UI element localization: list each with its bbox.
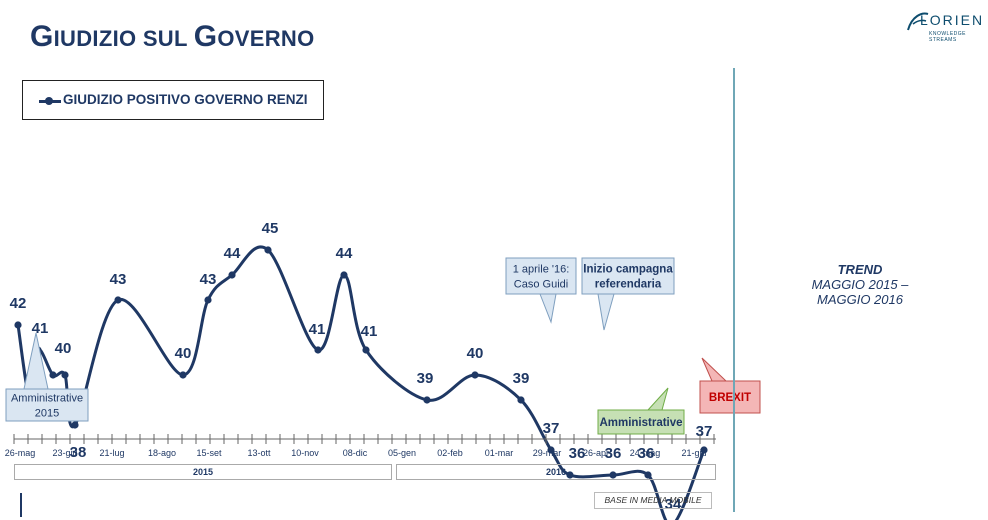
logo-text: LORIEN	[920, 12, 985, 28]
year-label-2016: 2016	[396, 464, 716, 480]
x-tick-label: 21-lug	[99, 448, 124, 458]
data-label: 44	[336, 245, 353, 262]
base-note: BASE IN MEDIA MOBILE	[594, 492, 712, 509]
legend-label: GIUDIZIO POSITIVO GOVERNO RENZI	[63, 92, 308, 107]
trend-note: TREND MAGGIO 2015 – MAGGIO 2016	[740, 262, 980, 307]
data-label: 41	[361, 323, 378, 340]
data-point	[204, 296, 212, 304]
data-label: 36	[638, 445, 655, 462]
data-label: 37	[696, 423, 713, 440]
annotation-campagna-referendaria-text: referendaria	[595, 279, 662, 291]
annotation-brexit	[699, 380, 761, 414]
x-tick-label: 01-mar	[485, 448, 514, 458]
data-point	[547, 446, 555, 454]
data-label: 39	[513, 370, 530, 387]
x-tick-label: 10-nov	[291, 448, 319, 458]
annotation-caso-guidi	[505, 257, 577, 295]
annotation-campagna-referendaria	[581, 257, 675, 295]
data-label: 40	[467, 345, 484, 362]
x-tick-label: 08-dic	[343, 448, 368, 458]
annotation-amministrative-2015-text: 2015	[35, 408, 59, 420]
x-tick-label: 02-feb	[437, 448, 463, 458]
data-label: 37	[543, 420, 560, 437]
data-label: 41	[309, 321, 326, 338]
page-title: GIUDIZIO SUL GOVERNO	[30, 20, 315, 53]
x-tick-label: 05-gen	[388, 448, 416, 458]
annotation-caso-guidi-text: 1 aprile '16:	[513, 264, 570, 276]
data-point	[114, 296, 122, 304]
annotation-campagna-referendaria-text: Inizio campagna	[583, 264, 673, 276]
data-label: 40	[175, 345, 192, 362]
logo-subtitle: KNOWLEDGE STREAMS	[929, 31, 967, 43]
lorien-logo-icon	[907, 12, 929, 31]
data-point	[700, 446, 708, 454]
data-point	[71, 421, 79, 429]
data-point	[264, 246, 272, 254]
chart-legend: GIUDIZIO POSITIVO GOVERNO RENZI	[22, 80, 324, 120]
annotation-brexit-pointer	[701, 357, 728, 382]
x-tick-label: 13-ott	[247, 448, 271, 458]
x-tick-label: 18-ago	[148, 448, 176, 458]
annotation-amministrative-2016	[597, 409, 685, 435]
trend-title: TREND	[837, 262, 883, 277]
data-point	[14, 321, 22, 329]
data-point	[423, 396, 431, 404]
data-label: 36	[569, 445, 586, 462]
annotation-caso-guidi-pointer	[539, 293, 557, 324]
data-point	[517, 396, 525, 404]
data-point	[179, 371, 187, 379]
data-label: 40	[55, 340, 72, 357]
x-tick-label: 26-mag	[5, 448, 36, 458]
data-label: 36	[605, 445, 622, 462]
footer-accent-bar	[20, 493, 22, 517]
data-label: 41	[32, 320, 49, 337]
data-point	[362, 346, 370, 354]
annotation-amministrative-2015-text: Amministrative	[11, 393, 83, 405]
trend-period-end: MAGGIO 2016	[817, 292, 903, 307]
data-point	[471, 371, 479, 379]
data-label: 43	[110, 271, 127, 288]
data-point	[49, 371, 57, 379]
annotation-amministrative-2016-pointer	[646, 387, 669, 411]
annotation-caso-guidi-text: Caso Guidi	[514, 279, 568, 291]
annotation-amministrative-2016-text: Amministrative	[599, 417, 682, 429]
x-tick-label: 23-giu	[52, 448, 77, 458]
x-tick-label: 29-mar	[533, 448, 562, 458]
x-tick-label: 26-apr	[583, 448, 609, 458]
annotation-amministrative-2015	[5, 388, 89, 422]
data-point	[61, 371, 69, 379]
data-point	[340, 271, 348, 279]
data-label: 45	[262, 220, 279, 237]
annotation-campagna-referendaria-pointer	[597, 293, 615, 331]
data-point	[566, 471, 574, 479]
data-label: 44	[224, 245, 241, 262]
data-label: 42	[10, 295, 27, 312]
legend-marker	[45, 97, 53, 105]
trend-period-start: MAGGIO 2015 –	[811, 277, 909, 292]
data-point	[314, 346, 322, 354]
annotation-brexit-text: BREXIT	[709, 392, 751, 404]
data-label: 43	[200, 271, 217, 288]
data-label: 39	[417, 370, 434, 387]
data-point	[228, 271, 236, 279]
year-label-2015: 2015	[14, 464, 392, 480]
x-tick-label: 15-set	[196, 448, 222, 458]
x-tick-label: 21-giu	[681, 448, 706, 458]
x-tick-label: 24-mag	[630, 448, 661, 458]
data-point	[644, 471, 652, 479]
data-label: 38	[70, 444, 87, 461]
section-divider	[733, 68, 735, 512]
data-point	[609, 471, 617, 479]
